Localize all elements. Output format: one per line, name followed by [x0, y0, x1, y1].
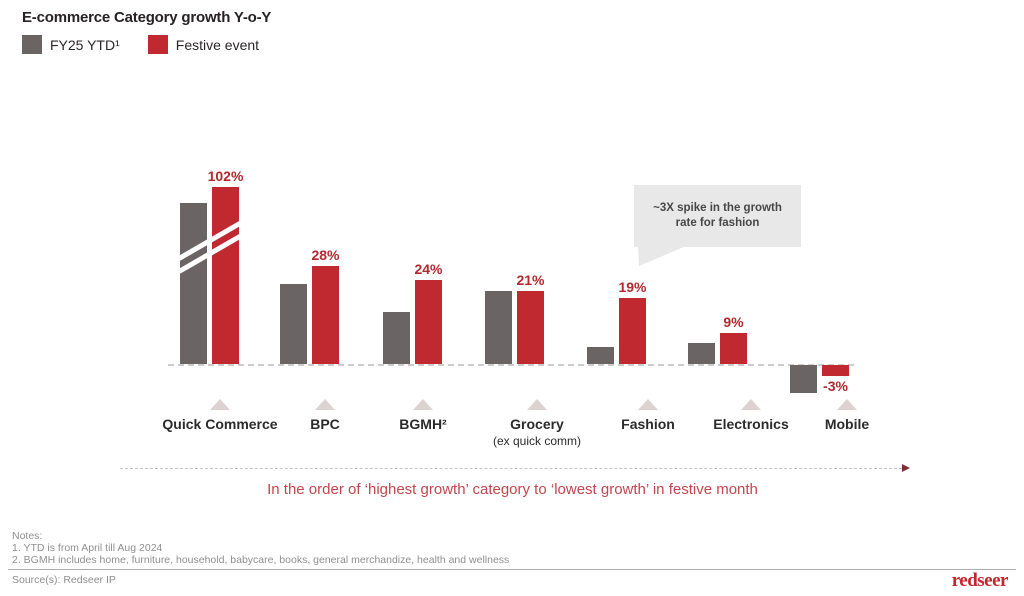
bar-fy25-mobile	[790, 365, 817, 393]
value-label-4: 21%	[516, 271, 545, 288]
bar-festive-electronics	[720, 332, 747, 364]
callout-tail	[638, 246, 686, 266]
source-text: Source(s): Redseer IP	[12, 574, 116, 586]
category-marker-icon	[527, 399, 547, 410]
footnotes: Notes: 1. YTD is from April till Aug 202…	[12, 530, 509, 566]
bar-festive-bgmh-	[415, 280, 442, 364]
bar-fy25-grocery	[485, 290, 512, 364]
category-marker-icon	[315, 399, 335, 410]
bar-fy25-bpc	[280, 283, 307, 364]
bar-fy25-electronics	[688, 343, 715, 364]
legend-item-festive: Festive event	[147, 35, 260, 54]
category-marker-icon	[837, 399, 857, 410]
value-label-2: 28%	[311, 247, 340, 263]
category-label-4: Grocery	[510, 416, 564, 432]
legend-label-fy25: FY25 YTD¹	[50, 36, 120, 53]
legend-item-fy25: FY25 YTD¹	[22, 35, 120, 54]
note-2: 2. BGMH includes home, furniture, househ…	[12, 554, 510, 566]
legend: FY25 YTD¹ Festive event	[22, 35, 259, 54]
value-label-3: 24%	[414, 261, 443, 277]
legend-swatch-red	[147, 35, 168, 54]
redseer-logo: redseer	[951, 570, 1009, 591]
legend-label-festive: Festive event	[175, 36, 260, 53]
bar-festive-mobile	[822, 365, 849, 376]
value-label-7: -3%	[823, 377, 848, 394]
value-label-5: 19%	[618, 278, 647, 295]
category-marker-icon	[210, 399, 230, 410]
value-label-6: 9%	[723, 313, 744, 330]
category-label-5: Fashion	[621, 416, 675, 432]
value-label-1: 102%	[207, 167, 244, 184]
order-arrow-line	[120, 463, 910, 472]
notes-title: Notes:	[12, 530, 43, 542]
page-title: E-commerce Category growth Y-o-Y	[22, 9, 272, 26]
arrow-head-icon	[902, 463, 910, 472]
x-axis-baseline	[168, 364, 854, 366]
category-marker-icon	[413, 399, 433, 410]
bar-chart: ~3X spike in the growth rate for fashion…	[162, 167, 870, 448]
bar-festive-quick-commerce	[212, 186, 239, 364]
category-sublabel-4: (ex quick comm)	[492, 434, 582, 448]
bar-festive-fashion	[619, 297, 646, 364]
category-marker-icon	[741, 399, 761, 410]
category-marker-icon	[638, 399, 658, 410]
order-note-text: In the order of ‘highest growth’ categor…	[267, 481, 758, 498]
category-label-3: BGMH²	[399, 416, 447, 432]
annotation-callout: ~3X spike in the growth rate for fashion	[634, 185, 801, 247]
note-1: 1. YTD is from April till Aug 2024	[12, 542, 163, 554]
legend-swatch-gray	[22, 35, 42, 54]
category-label-7: Mobile	[824, 416, 870, 432]
bar-festive-grocery	[517, 290, 544, 364]
bar-fy25-quick-commerce	[180, 203, 207, 364]
bar-festive-bpc	[312, 266, 339, 364]
category-label-1: Quick Commerce	[162, 416, 278, 432]
footer-divider	[8, 569, 1016, 570]
bar-fy25-fashion	[587, 346, 614, 364]
bar-fy25-bgmh-	[383, 311, 410, 364]
category-label-6: Electronics	[713, 416, 789, 432]
category-label-2: BPC	[310, 416, 340, 432]
annotation-text: ~3X spike in the growth rate for fashion	[653, 202, 782, 229]
